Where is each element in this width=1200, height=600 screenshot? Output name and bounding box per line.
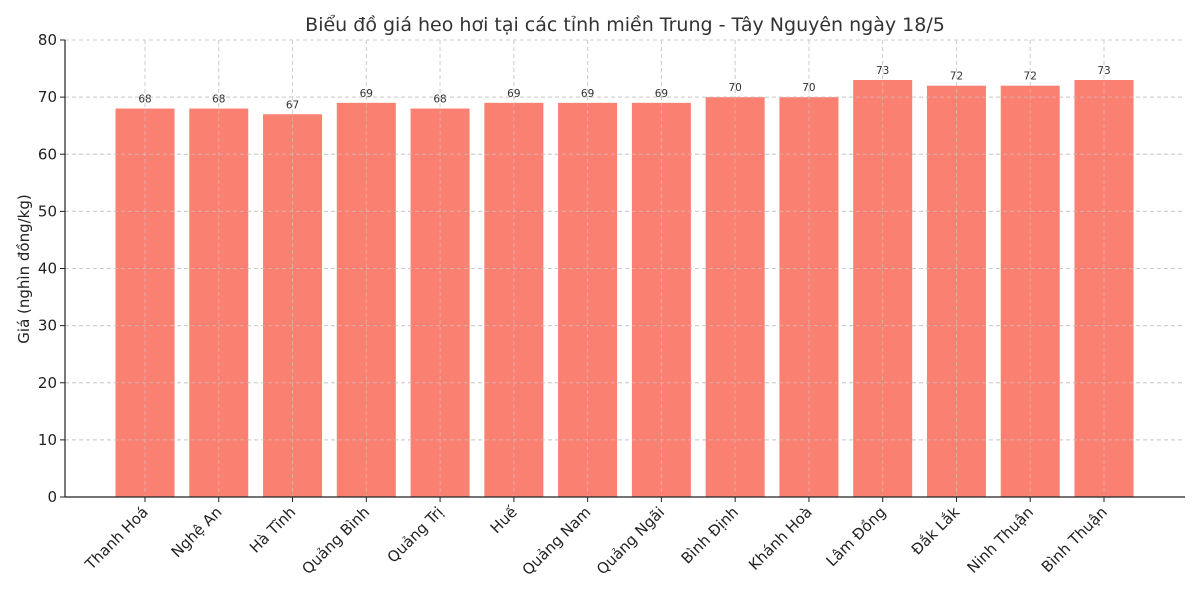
y-tick-label: 0 [47,488,57,506]
y-tick-label: 70 [38,88,57,106]
x-tick-label: Lâm Đồng [823,503,890,570]
y-tick-label: 20 [38,374,57,392]
x-tick-label: Quảng Trị [384,503,447,566]
y-tick-label: 60 [38,145,57,163]
x-tick-label: Ninh Thuận [963,503,1037,577]
bar-value-label: 70 [802,82,815,94]
bar-value-label: 69 [655,88,668,100]
y-axis-label: Giá (nghìn đồng/kg) [15,194,33,343]
bar [779,97,839,497]
x-tick-label: Đắk Lắk [908,503,964,559]
x-tick-label: Nghệ An [168,503,226,561]
bar-value-label: 70 [728,82,741,94]
y-tick-label: 40 [38,260,57,278]
x-tick-label: Khánh Hoà [745,503,816,574]
x-tick-label: Thanh Hoá [81,503,152,574]
bar-value-label: 69 [507,88,520,100]
x-tick-label: Huế [487,503,521,537]
x-tick-label: Quảng Nam [519,503,595,579]
y-axis-ticks: 0 10 20 30 40 50 60 70 80 [38,31,65,506]
x-tick-label: Bình Định [678,503,742,567]
x-tick-label: Quảng Ngãi [593,503,668,578]
y-tick-label: 10 [38,431,57,449]
x-tick-label: Quảng Bình [298,503,373,578]
x-tick-label: Bình Thuận [1038,503,1111,576]
y-tick-label: 50 [38,202,57,220]
bar [705,97,765,497]
chart-title: Biểu đồ giá heo hơi tại các tỉnh miền Tr… [305,14,945,36]
bars [115,79,1134,498]
y-tick-label: 30 [38,317,57,335]
x-tick-label: Hà Tĩnh [246,503,299,556]
y-tick-label: 80 [38,31,57,49]
